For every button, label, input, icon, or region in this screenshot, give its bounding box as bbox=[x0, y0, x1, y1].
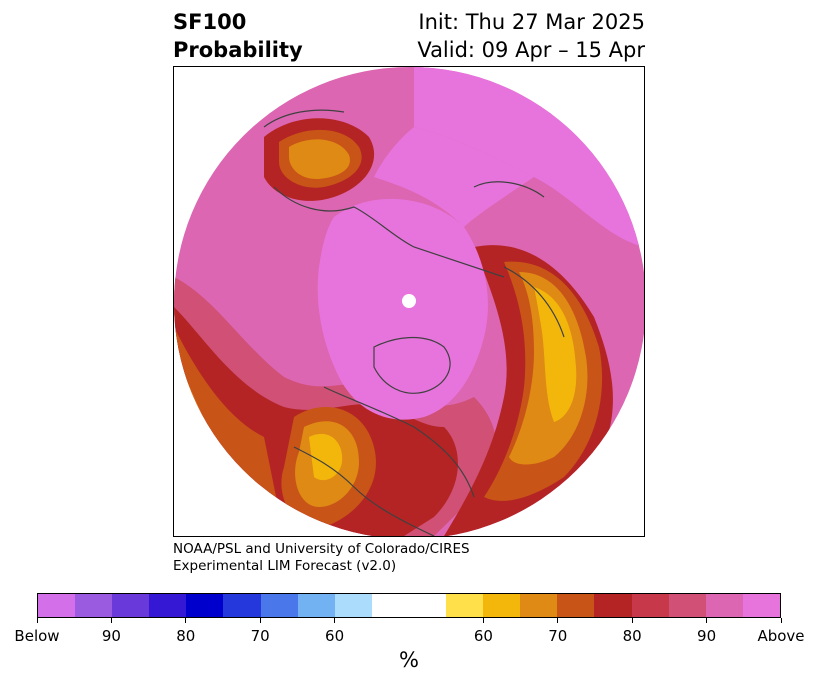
colorbar-tick-label: 90 bbox=[697, 627, 717, 645]
colorbar-segment bbox=[668, 594, 706, 617]
forecast-dates: Init: Thu 27 Mar 2025 Valid: 09 Apr – 15… bbox=[417, 8, 645, 64]
colorbar-segment bbox=[223, 594, 261, 617]
valid-range: Valid: 09 Apr – 15 Apr bbox=[417, 38, 645, 62]
map-panel bbox=[173, 66, 645, 537]
colorbar-tick-label: 60 bbox=[325, 627, 345, 645]
colorbar-tick bbox=[706, 618, 708, 623]
map-title: SF100 Probability bbox=[173, 8, 303, 64]
probability-map bbox=[174, 67, 644, 536]
colorbar-segment bbox=[557, 594, 595, 617]
colorbar-segment bbox=[520, 594, 558, 617]
colorbar bbox=[37, 593, 781, 618]
colorbar-tick bbox=[185, 618, 187, 623]
colorbar-segment bbox=[297, 594, 335, 617]
colorbar-tick-label: 90 bbox=[101, 627, 121, 645]
colorbar-segment bbox=[112, 594, 150, 617]
colorbar-tick-label: 70 bbox=[250, 627, 270, 645]
colorbar-tick-label: Above bbox=[757, 627, 805, 645]
init-date: Init: Thu 27 Mar 2025 bbox=[418, 10, 645, 34]
colorbar-tick-label: 80 bbox=[176, 627, 196, 645]
colorbar-tick-label: 80 bbox=[622, 627, 642, 645]
title-line-2: Probability bbox=[173, 38, 303, 62]
colorbar-segment bbox=[75, 594, 113, 617]
colorbar-tick bbox=[482, 618, 484, 623]
colorbar-tick bbox=[259, 618, 261, 623]
colorbar-segment bbox=[446, 594, 484, 617]
colorbar-segment bbox=[260, 594, 298, 617]
credit-line-2: Experimental LIM Forecast (v2.0) bbox=[173, 558, 397, 574]
colorbar-tick-label: Below bbox=[14, 627, 60, 645]
colorbar-tick bbox=[631, 618, 633, 623]
colorbar-unit: % bbox=[399, 648, 419, 672]
colorbar-segment bbox=[149, 594, 187, 617]
colorbar-tick bbox=[334, 618, 336, 623]
colorbar-segment bbox=[594, 594, 632, 617]
forecast-field bbox=[174, 67, 644, 536]
credit-line-1: NOAA/PSL and University of Colorado/CIRE… bbox=[173, 541, 470, 557]
title-line-1: SF100 bbox=[173, 10, 247, 34]
credit-text: NOAA/PSL and University of Colorado/CIRE… bbox=[173, 541, 470, 575]
colorbar-segment bbox=[371, 594, 447, 617]
colorbar-segment bbox=[186, 594, 224, 617]
colorbar-segment bbox=[483, 594, 521, 617]
colorbar-tick-label: 60 bbox=[473, 627, 493, 645]
colorbar-tick bbox=[557, 618, 559, 623]
colorbar-segment bbox=[742, 594, 780, 617]
colorbar-segment bbox=[705, 594, 743, 617]
colorbar-tick bbox=[780, 618, 782, 623]
colorbar-segment bbox=[38, 594, 76, 617]
colorbar-tick bbox=[36, 618, 38, 623]
colorbar-tick-label: 70 bbox=[548, 627, 568, 645]
colorbar-tick bbox=[110, 618, 112, 623]
colorbar-segment bbox=[334, 594, 372, 617]
colorbar-segment bbox=[631, 594, 669, 617]
